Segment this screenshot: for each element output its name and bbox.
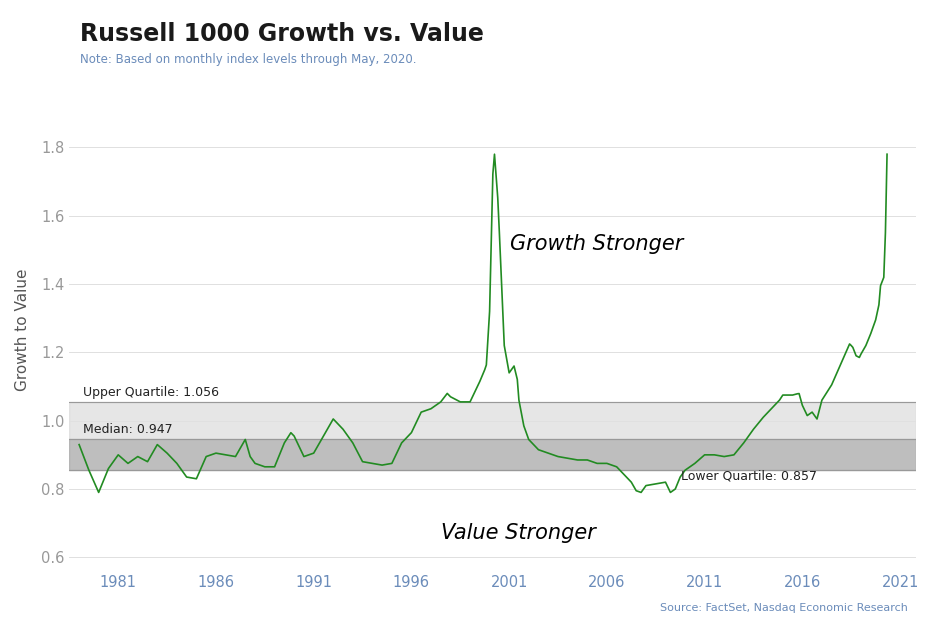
Text: Growth Stronger: Growth Stronger [510, 234, 684, 254]
Text: Note: Based on monthly index levels through May, 2020.: Note: Based on monthly index levels thro… [80, 53, 417, 66]
Bar [69, 439, 915, 469]
Bar [69, 402, 915, 469]
Y-axis label: Growth to Value: Growth to Value [15, 269, 30, 391]
Text: Median: 0.947: Median: 0.947 [83, 423, 172, 436]
Text: Russell 1000 Growth vs. Value: Russell 1000 Growth vs. Value [80, 22, 483, 46]
Text: Upper Quartile: 1.056: Upper Quartile: 1.056 [83, 386, 219, 399]
Text: Lower Quartile: 0.857: Lower Quartile: 0.857 [681, 469, 817, 482]
Text: Source: FactSet, Nasdaq Economic Research: Source: FactSet, Nasdaq Economic Researc… [660, 603, 908, 613]
Text: Value Stronger: Value Stronger [442, 522, 596, 542]
